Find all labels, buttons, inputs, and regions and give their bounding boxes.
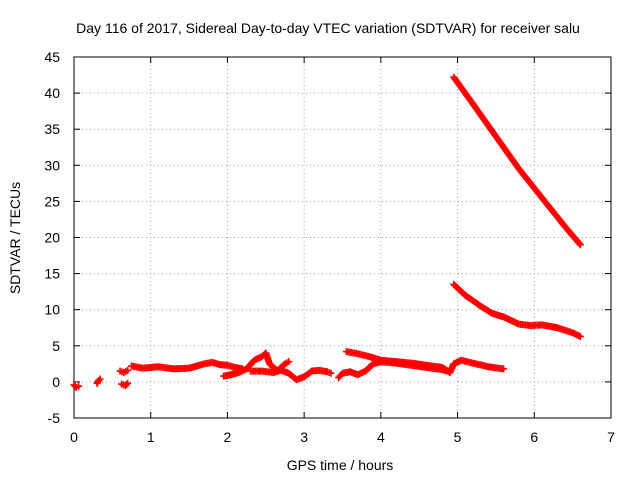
series-segment-i: [93, 375, 104, 387]
data-point: [327, 369, 335, 377]
data-point: [96, 375, 104, 383]
y-tick-label: 20: [44, 230, 60, 246]
y-tick-label: 5: [52, 338, 60, 354]
series-segment-a-high: [450, 73, 584, 249]
y-axis-label: SDTVAR / TECUs: [7, 182, 23, 294]
y-tick-label: 40: [44, 85, 60, 101]
data-point: [124, 366, 132, 374]
series-segment-a-low: [450, 280, 584, 340]
x-tick-label: 0: [70, 429, 78, 445]
data-point: [575, 240, 583, 248]
y-tick-label: 30: [44, 157, 60, 173]
data-point: [576, 332, 584, 340]
grid-layer: [74, 57, 611, 418]
x-tick-label: 5: [454, 429, 462, 445]
series-segment-f: [246, 366, 335, 384]
x-tick-label: 6: [530, 429, 538, 445]
data-point: [75, 382, 83, 390]
series-segment-c: [335, 358, 454, 382]
y-tick-label: 0: [52, 374, 60, 390]
x-tick-label: 2: [224, 429, 232, 445]
series-segment-d: [128, 358, 247, 373]
series-segment-j: [70, 381, 83, 392]
y-tick-label: 10: [44, 302, 60, 318]
y-tick-label: -5: [48, 410, 61, 426]
x-tick-label: 4: [377, 429, 385, 445]
x-tick-label: 1: [147, 429, 155, 445]
marks-layer: [70, 73, 584, 392]
data-point: [500, 365, 508, 373]
data-point: [576, 241, 584, 249]
series-segment-g: [116, 366, 132, 377]
y-tick-label: 25: [44, 193, 60, 209]
data-point: [124, 379, 132, 387]
x-tick-label: 7: [607, 429, 615, 445]
x-tick-label: 3: [300, 429, 308, 445]
series-segment-h: [118, 379, 132, 390]
data-point: [446, 368, 454, 376]
y-tick-label: 35: [44, 121, 60, 137]
y-tick-label: 15: [44, 266, 60, 282]
chart-title: Day 116 of 2017, Sidereal Day-to-day VTE…: [76, 20, 580, 36]
data-point: [123, 380, 131, 388]
y-tick-label: 45: [44, 49, 60, 65]
data-point: [285, 358, 293, 366]
x-axis-label: GPS time / hours: [287, 457, 394, 473]
